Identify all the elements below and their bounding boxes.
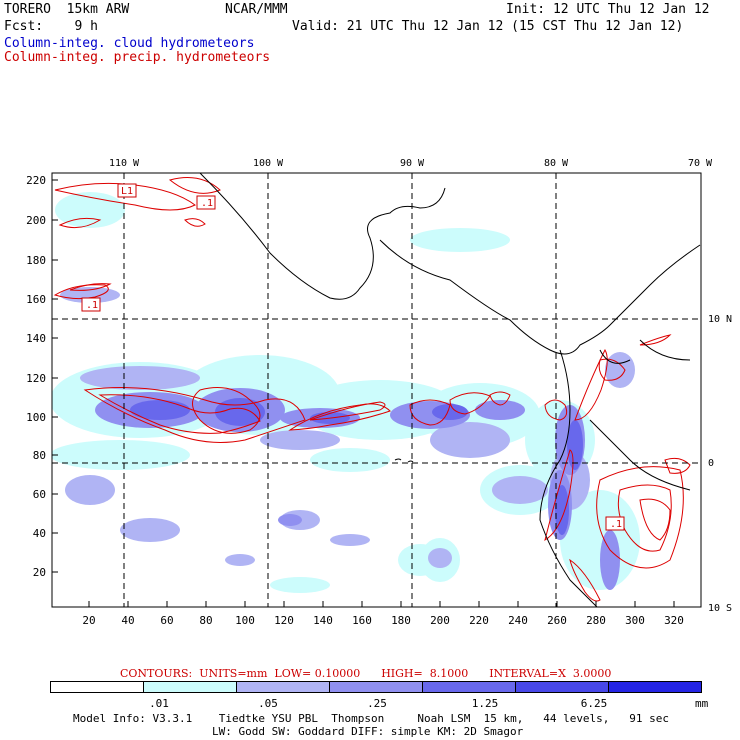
- colorbar-label: 6.25: [580, 697, 608, 710]
- model-info-line2: LW: Godd SW: Goddard DIFF: simple KM: 2D…: [212, 725, 524, 738]
- x-tick: 40: [121, 614, 134, 627]
- y-tick: 60: [33, 488, 46, 501]
- org-label: NCAR/MMM: [225, 2, 288, 17]
- coastline: [199, 173, 701, 607]
- y-tick: 220: [26, 174, 46, 187]
- y-tick: 140: [26, 332, 46, 345]
- lon-label: 90 W: [400, 158, 425, 169]
- contour-label-1a: .1: [201, 198, 213, 209]
- lat-label: 10 N: [708, 314, 732, 325]
- lat-lon-grid: [52, 173, 701, 607]
- colorbar-swatch: [237, 682, 330, 692]
- colorbar-swatch: [423, 682, 516, 692]
- y-tick: 100: [26, 411, 46, 424]
- colorbar: [50, 681, 702, 693]
- x-tick: 20: [82, 614, 95, 627]
- x-tick: 100: [235, 614, 255, 627]
- x-tick: 220: [469, 614, 489, 627]
- y-tick: 120: [26, 372, 46, 385]
- x-tick: 320: [664, 614, 684, 627]
- lon-label: 80 W: [544, 158, 569, 169]
- x-tick: 160: [352, 614, 372, 627]
- colorbar-swatch: [144, 682, 237, 692]
- lat-label: 10 S: [708, 603, 732, 614]
- shaded-hydrometeors: [52, 173, 701, 607]
- lon-label: 100 W: [253, 158, 284, 169]
- field-precip-label: Column-integ. precip. hydrometeors: [4, 50, 271, 65]
- field-cloud-label: Column-integ. cloud hydrometeors: [4, 36, 255, 51]
- colorbar-unit: mm: [695, 697, 709, 710]
- forecast-hour: Fcst: 9 h: [4, 19, 98, 34]
- y-tick: 200: [26, 214, 46, 227]
- colorbar-label: 1.25: [471, 697, 499, 710]
- init-time: Init: 12 UTC Thu 12 Jan 12: [506, 2, 710, 17]
- colorbar-swatch: [51, 682, 144, 692]
- x-tick: 300: [625, 614, 645, 627]
- y-tick: 40: [33, 527, 46, 540]
- contour-info: CONTOURS: UNITS=mm LOW= 0.10000 HIGH= 8.…: [120, 667, 612, 680]
- y-tick: 80: [33, 449, 46, 462]
- weather-map: L1 .1 .1 .1 110 W 100 W 90 W 80 W 70 W 1…: [26, 158, 732, 627]
- model-info-line1: Model Info: V3.3.1 Tiedtke YSU PBL Thomp…: [73, 712, 670, 725]
- x-tick: 180: [391, 614, 411, 627]
- x-tick: 240: [508, 614, 528, 627]
- valid-time: Valid: 21 UTC Thu 12 Jan 12 (15 CST Thu …: [292, 19, 684, 34]
- lat-label: 0: [708, 458, 714, 469]
- colorbar-swatch: [516, 682, 609, 692]
- x-tick: 260: [547, 614, 567, 627]
- x-tick: 200: [430, 614, 450, 627]
- precip-contours: [53, 177, 691, 602]
- x-tick: 280: [586, 614, 606, 627]
- colorbar-swatch: [609, 682, 701, 692]
- x-tick: 60: [160, 614, 173, 627]
- x-tick: 140: [313, 614, 333, 627]
- y-tick: 160: [26, 293, 46, 306]
- contour-label-1b: .1: [86, 300, 98, 311]
- x-tick: 120: [274, 614, 294, 627]
- lon-label: 110 W: [109, 158, 140, 169]
- contour-label-l1: L1: [121, 186, 133, 197]
- y-tick: 20: [33, 566, 46, 579]
- colorbar-label: .25: [367, 697, 387, 710]
- colorbar-swatch: [330, 682, 423, 692]
- y-tick: 180: [26, 254, 46, 267]
- colorbar-label: .05: [258, 697, 278, 710]
- colorbar-label: .01: [149, 697, 169, 710]
- lon-label: 70 W: [688, 158, 713, 169]
- model-title: TORERO 15km ARW: [4, 2, 130, 17]
- contour-label-1c: .1: [610, 519, 622, 530]
- x-tick: 80: [199, 614, 212, 627]
